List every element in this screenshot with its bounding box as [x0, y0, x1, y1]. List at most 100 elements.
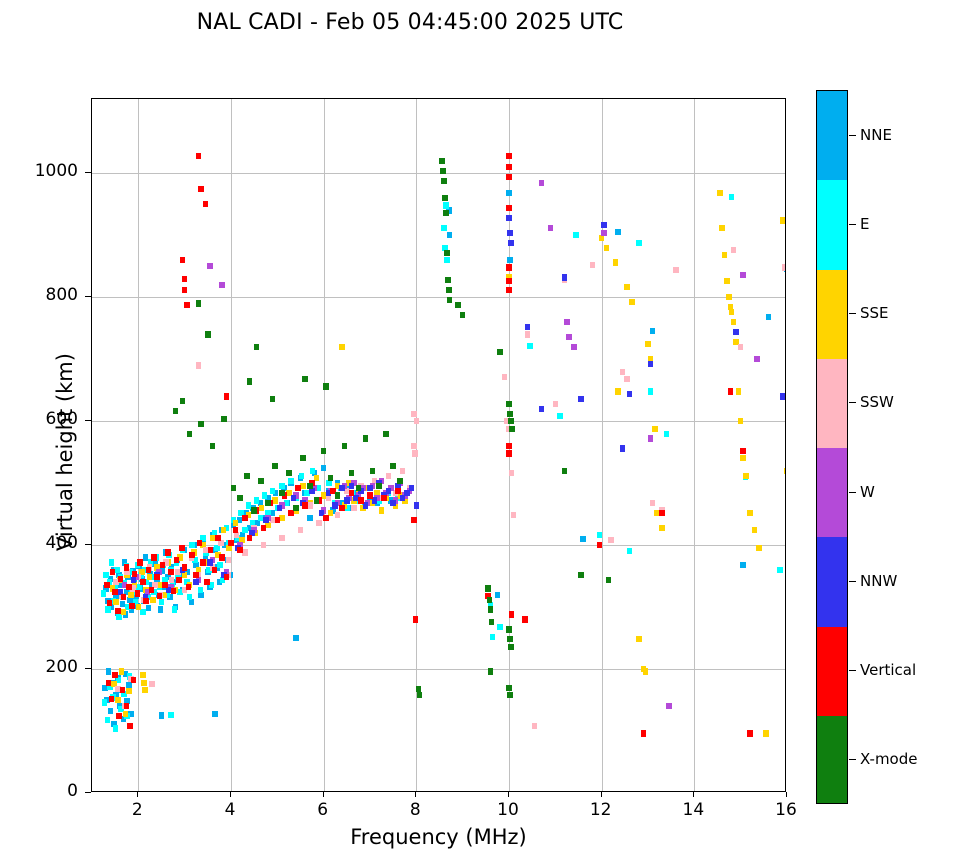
scatter-point [232, 527, 239, 534]
scatter-point [415, 685, 422, 692]
scatter-point [295, 485, 301, 492]
scatter-point [557, 413, 563, 420]
y-tick-mark [85, 544, 91, 546]
colorbar-tick [849, 134, 856, 136]
scatter-point [408, 485, 415, 492]
scatter-point [158, 599, 165, 606]
scatter-point [205, 566, 212, 574]
scatter-point [146, 574, 153, 581]
scatter-point [141, 679, 147, 686]
scatter-point [412, 450, 418, 457]
scatter-point [144, 589, 151, 596]
y-tick-label: 400 [45, 533, 78, 554]
scatter-point [608, 537, 614, 544]
scatter-point [128, 710, 134, 717]
scatter-point [635, 636, 642, 643]
scatter-point [503, 418, 510, 425]
scatter-point [506, 442, 512, 450]
scatter-point [244, 472, 250, 479]
scatter-point [506, 152, 512, 160]
colorbar-label-e: E [860, 214, 870, 233]
scatter-point [106, 579, 113, 586]
plot-area [91, 98, 786, 792]
scatter-point [508, 470, 515, 477]
scatter-point [733, 328, 739, 336]
scatter-point [507, 636, 513, 643]
colorbar-segment-e [817, 180, 847, 270]
scatter-point [142, 594, 149, 601]
scatter-point [105, 679, 112, 686]
scatter-point [735, 388, 742, 395]
scatter-point [334, 482, 341, 489]
scatter-point [524, 323, 531, 331]
scatter-point [254, 519, 260, 526]
scatter-point [501, 373, 508, 380]
scatter-point [629, 299, 635, 306]
scatter-point [184, 301, 190, 308]
scatter-point [258, 504, 265, 512]
scatter-point [181, 564, 188, 571]
scatter-point [751, 527, 758, 534]
scatter-point [647, 361, 654, 368]
scatter-point [269, 395, 276, 402]
scatter-point [147, 559, 154, 566]
scatter-point [367, 492, 373, 499]
y-tick-mark [85, 296, 91, 298]
scatter-point [159, 568, 166, 575]
scatter-point [157, 606, 164, 613]
scatter-point [121, 581, 128, 588]
scatter-point [131, 570, 138, 577]
scatter-point [326, 480, 332, 487]
scatter-point [506, 626, 512, 633]
scatter-point [442, 195, 448, 202]
scatter-point [104, 716, 111, 723]
scatter-data-layer [92, 99, 785, 791]
scatter-point [119, 687, 126, 694]
colorbar-tick [849, 491, 856, 493]
scatter-point [327, 509, 334, 516]
y-tick-mark [85, 172, 91, 174]
scatter-point [103, 585, 109, 592]
scatter-point [122, 670, 129, 678]
scatter-point [121, 559, 128, 566]
scatter-point [118, 705, 124, 712]
scatter-point [117, 575, 124, 582]
scatter-point [506, 425, 512, 432]
scatter-point [127, 722, 133, 730]
y-tick-label: 600 [45, 409, 78, 430]
scatter-point [390, 462, 396, 469]
scatter-point [212, 710, 218, 717]
scatter-point [763, 730, 769, 737]
scatter-point [123, 564, 130, 571]
x-tick-label: 8 [409, 800, 421, 820]
scatter-point [167, 594, 173, 601]
scatter-point [167, 711, 174, 718]
scatter-point [111, 680, 117, 688]
scatter-point [154, 564, 160, 571]
scatter-point [740, 447, 746, 455]
x-tick-label: 10 [497, 800, 519, 820]
scatter-point [413, 502, 420, 509]
y-tick-mark [85, 792, 91, 793]
scatter-point [207, 559, 213, 566]
x-tick-mark [415, 792, 417, 797]
scatter-point [216, 579, 223, 586]
y-axis-label: Virtual height (km) [53, 353, 77, 551]
scatter-point [510, 512, 517, 519]
scatter-point [124, 569, 130, 576]
scatter-point [142, 687, 148, 694]
scatter-point [318, 509, 325, 516]
scatter-point [494, 591, 501, 598]
scatter-point [245, 502, 252, 509]
scatter-point [279, 489, 285, 497]
scatter-point [784, 467, 785, 474]
scatter-point [334, 492, 341, 499]
scatter-point [207, 547, 214, 554]
scatter-point [723, 278, 730, 285]
scatter-point [238, 509, 244, 516]
scatter-point [395, 487, 401, 494]
scatter-point [362, 435, 369, 442]
scatter-point [445, 207, 452, 214]
scatter-point [443, 202, 449, 209]
scatter-point [341, 442, 348, 450]
